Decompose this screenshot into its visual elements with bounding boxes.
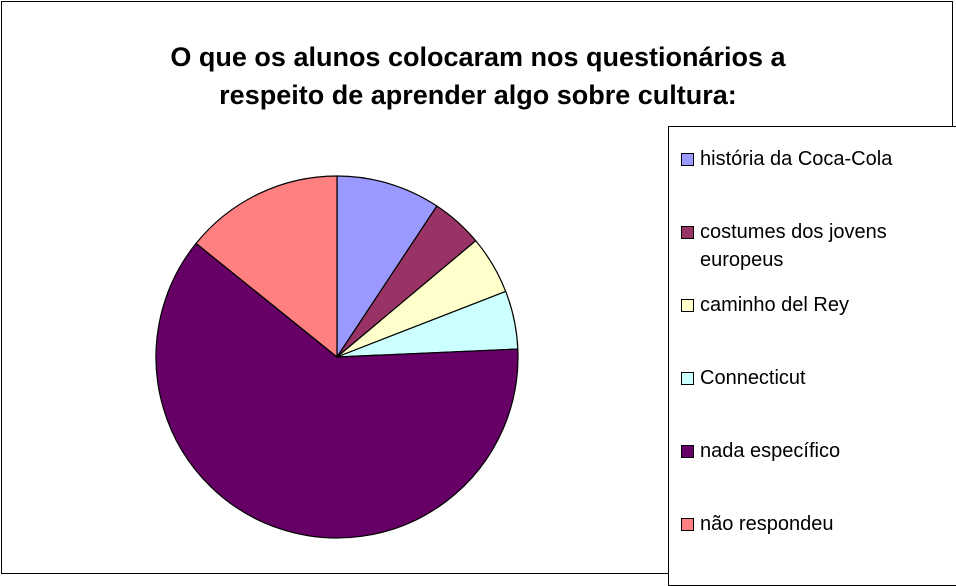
legend: história da Coca-Cola costumes dos joven… — [668, 126, 956, 586]
chart-title: O que os alunos colocaram nos questionár… — [170, 42, 786, 110]
pie-slice-historia-coca-cola — [336, 175, 438, 358]
pie-slice-nada-especifico — [155, 242, 519, 539]
legend-label-caminho-del-rey: caminho del Rey — [700, 294, 849, 316]
legend-swatch-nada-especifico — [681, 445, 694, 458]
legend-item-nao-respondeu: não respondeu — [681, 510, 956, 538]
legend-label-historia-coca-cola: história da Coca-Cola — [700, 148, 893, 170]
legend-swatch-nao-respondeu — [681, 518, 694, 531]
legend-swatch-costumes-jovens-europeus — [681, 226, 694, 239]
legend-swatch-caminho-del-rey — [681, 299, 694, 312]
legend-label-connecticut: Connecticut — [700, 367, 806, 389]
pie-slice-nao-respondeu — [195, 175, 338, 358]
legend-swatch-historia-coca-cola — [681, 153, 694, 166]
legend-label-costumes-jovens-europeus: costumes dos jovens europeus — [700, 221, 887, 271]
legend-swatch-connecticut — [681, 372, 694, 385]
legend-item-nada-especifico: nada específico — [681, 437, 956, 465]
legend-label-nada-especifico: nada específico — [700, 440, 841, 462]
legend-item-caminho-del-rey: caminho del Rey — [681, 291, 956, 319]
legend-item-historia-coca-cola: história da Coca-Cola — [681, 145, 956, 173]
legend-label-nao-respondeu: não respondeu — [700, 513, 834, 535]
legend-item-connecticut: Connecticut — [681, 364, 956, 392]
legend-item-costumes-jovens-europeus: costumes dos jovens europeus — [681, 218, 952, 274]
